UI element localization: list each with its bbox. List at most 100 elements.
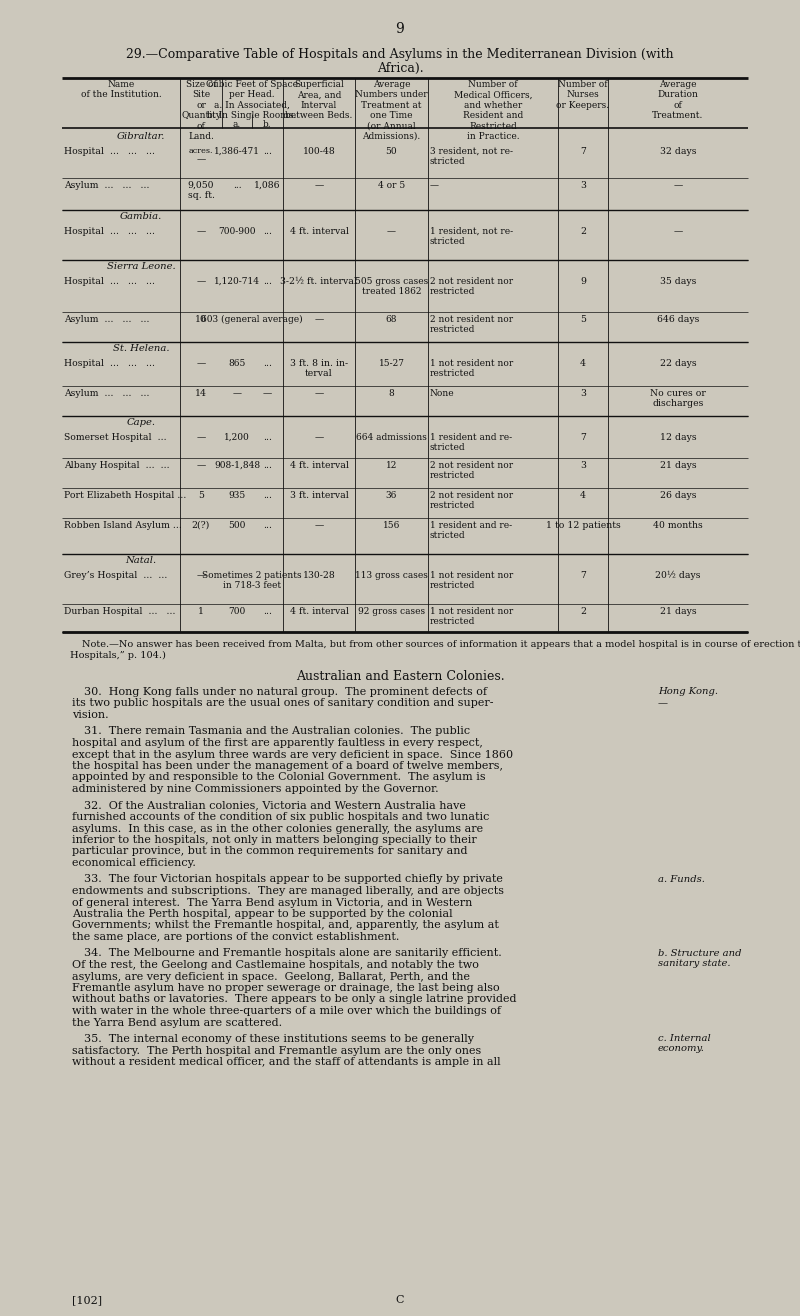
Text: —: — bbox=[196, 461, 206, 470]
Text: Gambia.: Gambia. bbox=[120, 212, 162, 221]
Text: C: C bbox=[396, 1295, 404, 1305]
Text: 40 months: 40 months bbox=[653, 521, 703, 530]
Text: [102]: [102] bbox=[72, 1295, 102, 1305]
Text: Albany Hospital  ...  ...: Albany Hospital ... ... bbox=[64, 461, 170, 470]
Text: 130-28: 130-28 bbox=[302, 571, 335, 580]
Text: 113 gross cases: 113 gross cases bbox=[355, 571, 428, 580]
Text: economical efficiency.: economical efficiency. bbox=[72, 858, 196, 869]
Text: a. Funds.: a. Funds. bbox=[658, 875, 705, 883]
Text: 4 ft. interval: 4 ft. interval bbox=[290, 226, 349, 236]
Text: Robben Island Asylum ...: Robben Island Asylum ... bbox=[64, 521, 182, 530]
Text: 603 (general average): 603 (general average) bbox=[201, 315, 303, 324]
Text: Asylum  ...   ...   ...: Asylum ... ... ... bbox=[64, 182, 150, 190]
Text: —: — bbox=[314, 521, 324, 530]
Text: 9,050
sq. ft.: 9,050 sq. ft. bbox=[187, 182, 214, 200]
Text: 2: 2 bbox=[580, 226, 586, 236]
Text: Number of
Medical Officers,
and whether
Resident and
Restricted
in Practice.: Number of Medical Officers, and whether … bbox=[454, 80, 532, 141]
Text: Hospitals,” p. 104.): Hospitals,” p. 104.) bbox=[70, 651, 166, 661]
Text: 26 days: 26 days bbox=[660, 491, 696, 500]
Text: a.: a. bbox=[233, 120, 241, 129]
Text: 935: 935 bbox=[228, 491, 246, 500]
Text: Cubic Feet of Space
per Head.
a. In Associated,
b. In Single Rooms.: Cubic Feet of Space per Head. a. In Asso… bbox=[206, 80, 298, 120]
Text: 12 days: 12 days bbox=[660, 433, 696, 442]
Text: —: — bbox=[658, 699, 668, 708]
Text: b.: b. bbox=[263, 120, 272, 129]
Text: —: — bbox=[196, 359, 206, 368]
Text: administered by nine Commissioners appointed by the Governor.: administered by nine Commissioners appoi… bbox=[72, 784, 438, 794]
Text: Hospital  ...   ...   ...: Hospital ... ... ... bbox=[64, 359, 155, 368]
Text: 500: 500 bbox=[228, 521, 246, 530]
Text: 700: 700 bbox=[228, 607, 246, 616]
Text: 1: 1 bbox=[198, 607, 204, 616]
Text: Number of
Nurses
or Keepers.: Number of Nurses or Keepers. bbox=[557, 80, 610, 109]
Text: —: — bbox=[196, 276, 206, 286]
Text: —: — bbox=[196, 155, 206, 164]
Text: particular province, but in the common requirements for sanitary and: particular province, but in the common r… bbox=[72, 846, 467, 857]
Text: 1,086: 1,086 bbox=[254, 182, 281, 190]
Text: Gibraltar.: Gibraltar. bbox=[117, 132, 165, 141]
Text: ...: ... bbox=[233, 182, 242, 190]
Text: Somerset Hospital  ...: Somerset Hospital ... bbox=[64, 433, 166, 442]
Text: Average
Numbers under
Treatment at
one Time
(or Annual
Admissions).: Average Numbers under Treatment at one T… bbox=[355, 80, 428, 141]
Text: Fremantle asylum have no proper sewerage or drainage, the last being also: Fremantle asylum have no proper sewerage… bbox=[72, 983, 500, 994]
Text: ...: ... bbox=[263, 359, 272, 368]
Text: except that in the asylum three wards are very deficient in space.  Since 1860: except that in the asylum three wards ar… bbox=[72, 750, 513, 759]
Text: —: — bbox=[314, 433, 324, 442]
Text: 92 gross cases: 92 gross cases bbox=[358, 607, 425, 616]
Text: Africa).: Africa). bbox=[377, 62, 423, 75]
Text: 20½ days: 20½ days bbox=[655, 571, 701, 580]
Text: 4: 4 bbox=[580, 491, 586, 500]
Text: 2 not resident nor
restricted: 2 not resident nor restricted bbox=[430, 461, 513, 480]
Text: 7: 7 bbox=[580, 147, 586, 157]
Text: with water in the whole three-quarters of a mile over which the buildings of: with water in the whole three-quarters o… bbox=[72, 1005, 501, 1016]
Text: 156: 156 bbox=[383, 521, 400, 530]
Text: 1 to 12 patients: 1 to 12 patients bbox=[546, 521, 620, 530]
Text: 2 not resident nor
restricted: 2 not resident nor restricted bbox=[430, 276, 513, 296]
Text: —: — bbox=[674, 182, 682, 190]
Text: 865: 865 bbox=[228, 359, 246, 368]
Text: hospital and asylum of the first are apparently faultless in every respect,: hospital and asylum of the first are app… bbox=[72, 738, 483, 747]
Text: ...: ... bbox=[263, 521, 272, 530]
Text: St. Helena.: St. Helena. bbox=[113, 343, 170, 353]
Text: 4 or 5: 4 or 5 bbox=[378, 182, 405, 190]
Text: 1 resident, not re-
stricted: 1 resident, not re- stricted bbox=[430, 226, 513, 246]
Text: 3: 3 bbox=[580, 182, 586, 190]
Text: 646 days: 646 days bbox=[657, 315, 699, 324]
Text: satisfactory.  The Perth hospital and Fremantle asylum are the only ones: satisfactory. The Perth hospital and Fre… bbox=[72, 1045, 482, 1055]
Text: No cures or
discharges: No cures or discharges bbox=[650, 390, 706, 408]
Text: its two public hospitals are the usual ones of sanitary condition and super-: its two public hospitals are the usual o… bbox=[72, 699, 494, 708]
Text: 3-2½ ft. interval: 3-2½ ft. interval bbox=[281, 276, 358, 286]
Text: 700-900: 700-900 bbox=[218, 226, 256, 236]
Text: 1 resident and re-
stricted: 1 resident and re- stricted bbox=[430, 433, 512, 453]
Text: 1,200: 1,200 bbox=[224, 433, 250, 442]
Text: 1 not resident nor
restricted: 1 not resident nor restricted bbox=[430, 607, 514, 626]
Text: ...: ... bbox=[263, 433, 272, 442]
Text: 3: 3 bbox=[580, 461, 586, 470]
Text: 2 not resident nor
restricted: 2 not resident nor restricted bbox=[430, 315, 513, 334]
Text: Asylum  ...   ...   ...: Asylum ... ... ... bbox=[64, 390, 150, 397]
Text: Hospital  ...   ...   ...: Hospital ... ... ... bbox=[64, 276, 155, 286]
Text: ...: ... bbox=[263, 147, 272, 157]
Text: acres.: acres. bbox=[189, 147, 214, 155]
Text: 7: 7 bbox=[580, 571, 586, 580]
Text: Name
of the Institution.: Name of the Institution. bbox=[81, 80, 162, 100]
Text: 4: 4 bbox=[580, 359, 586, 368]
Text: 22 days: 22 days bbox=[660, 359, 696, 368]
Text: 3: 3 bbox=[580, 390, 586, 397]
Text: sanitary state.: sanitary state. bbox=[658, 958, 730, 967]
Text: 4 ft. interval: 4 ft. interval bbox=[290, 607, 349, 616]
Text: 8: 8 bbox=[389, 390, 394, 397]
Text: 1 not resident nor
restricted: 1 not resident nor restricted bbox=[430, 359, 514, 379]
Text: ...: ... bbox=[263, 461, 272, 470]
Text: —: — bbox=[314, 182, 324, 190]
Text: furnished accounts of the condition of six public hospitals and two lunatic: furnished accounts of the condition of s… bbox=[72, 812, 490, 822]
Text: Average
Duration
of
Treatment.: Average Duration of Treatment. bbox=[652, 80, 704, 120]
Text: ...: ... bbox=[263, 276, 272, 286]
Text: Note.—No answer has been received from Malta, but from other sources of informat: Note.—No answer has been received from M… bbox=[82, 640, 800, 649]
Text: Superficial
Area, and
Interval
between Beds.: Superficial Area, and Interval between B… bbox=[286, 80, 353, 120]
Text: —: — bbox=[196, 433, 206, 442]
Text: 664 admissions: 664 admissions bbox=[356, 433, 427, 442]
Text: 32.  Of the Australian colonies, Victoria and Western Australia have: 32. Of the Australian colonies, Victoria… bbox=[84, 800, 466, 811]
Text: 9: 9 bbox=[396, 22, 404, 36]
Text: Sierra Leone.: Sierra Leone. bbox=[106, 262, 175, 271]
